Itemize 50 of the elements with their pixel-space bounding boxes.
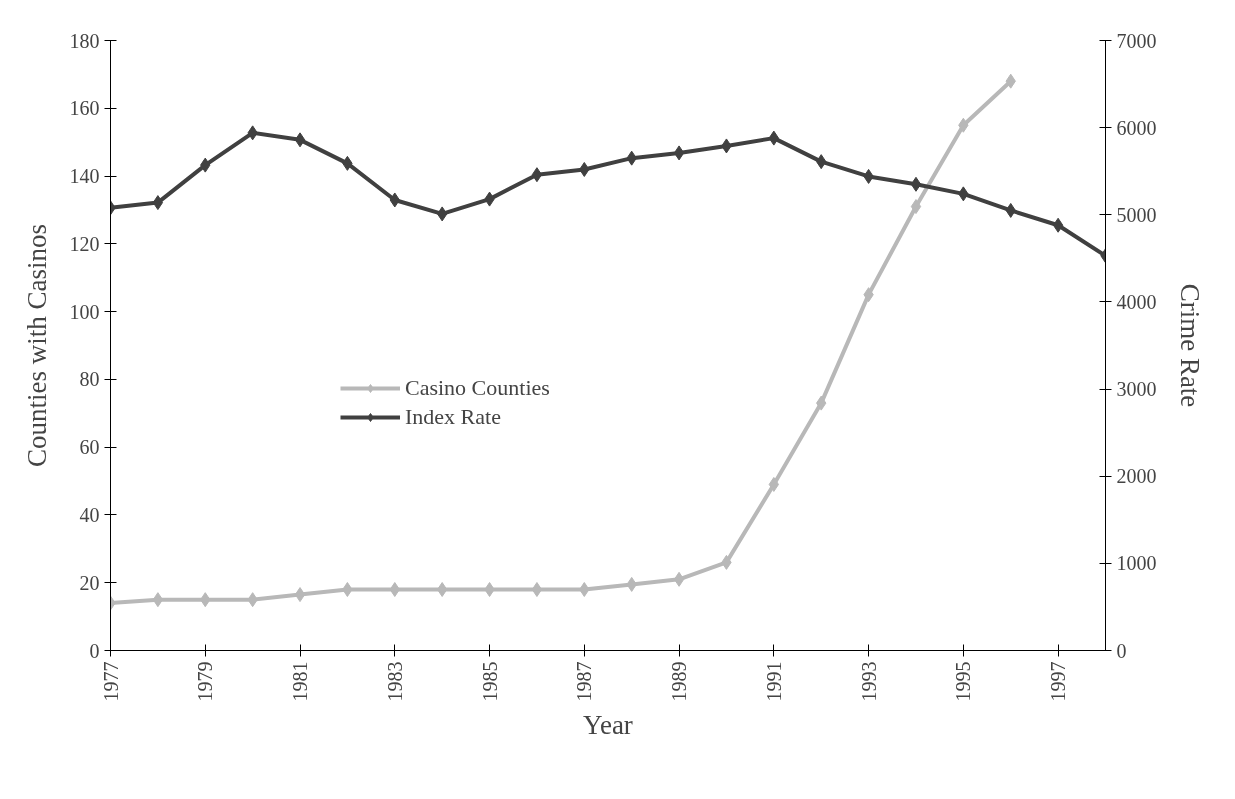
x-tick-label: 1997 [1047,661,1070,702]
x-tick-label: 1989 [668,661,691,702]
point [910,199,922,215]
x-tick-label: 1981 [289,661,312,702]
point [437,582,448,597]
point [673,571,685,587]
x-tick-label: 1985 [478,661,501,702]
point [152,195,164,211]
point [531,167,543,183]
y2-tick-label: 5000 [1116,203,1157,226]
y2-tick-label: 2000 [1116,465,1157,488]
y2-tick-label: 0 [1116,639,1127,662]
y-tick-label: 180 [69,29,100,52]
y-tick-label: 0 [89,639,100,662]
x-tick-label: 1979 [194,661,217,702]
x-tick-label: 1983 [383,661,406,702]
y-axis-title: Counties with Casinos [21,223,52,468]
point [389,582,400,597]
point [342,582,353,597]
y-tick-label: 140 [69,165,100,188]
y-tick-label: 80 [79,368,100,391]
y2-tick-label: 7000 [1116,29,1157,52]
y2-tick-label: 3000 [1116,378,1157,401]
x-tick-label: 1977 [99,661,122,702]
y-tick-label: 160 [69,97,100,120]
y2-tick-label: 6000 [1116,116,1157,139]
y-tick-label: 120 [69,232,100,255]
y2-tick-label: 4000 [1116,290,1157,313]
point [579,582,590,597]
x-axis-title: Year [583,709,633,740]
legend-label: Index Rate [405,404,501,430]
point [152,592,164,608]
point [294,132,306,148]
y-tick-label: 60 [79,436,100,459]
point [1052,217,1064,233]
y2-axis-title: Crime Rate [1174,283,1205,408]
y-tick-label: 100 [69,300,100,323]
x-tick-label: 1987 [573,661,596,702]
point [294,587,306,603]
legend-label: Casino Counties [405,375,550,401]
x-tick-label: 1991 [762,661,785,702]
point [531,582,543,597]
y2-tick-label: 1000 [1116,552,1157,575]
point [673,145,685,161]
y-tick-label: 40 [79,503,100,526]
point [910,176,922,192]
x-tick-label: 1993 [857,661,880,702]
y-tick-label: 20 [79,571,100,594]
x-tick-label: 1995 [952,661,975,702]
point [484,582,495,597]
